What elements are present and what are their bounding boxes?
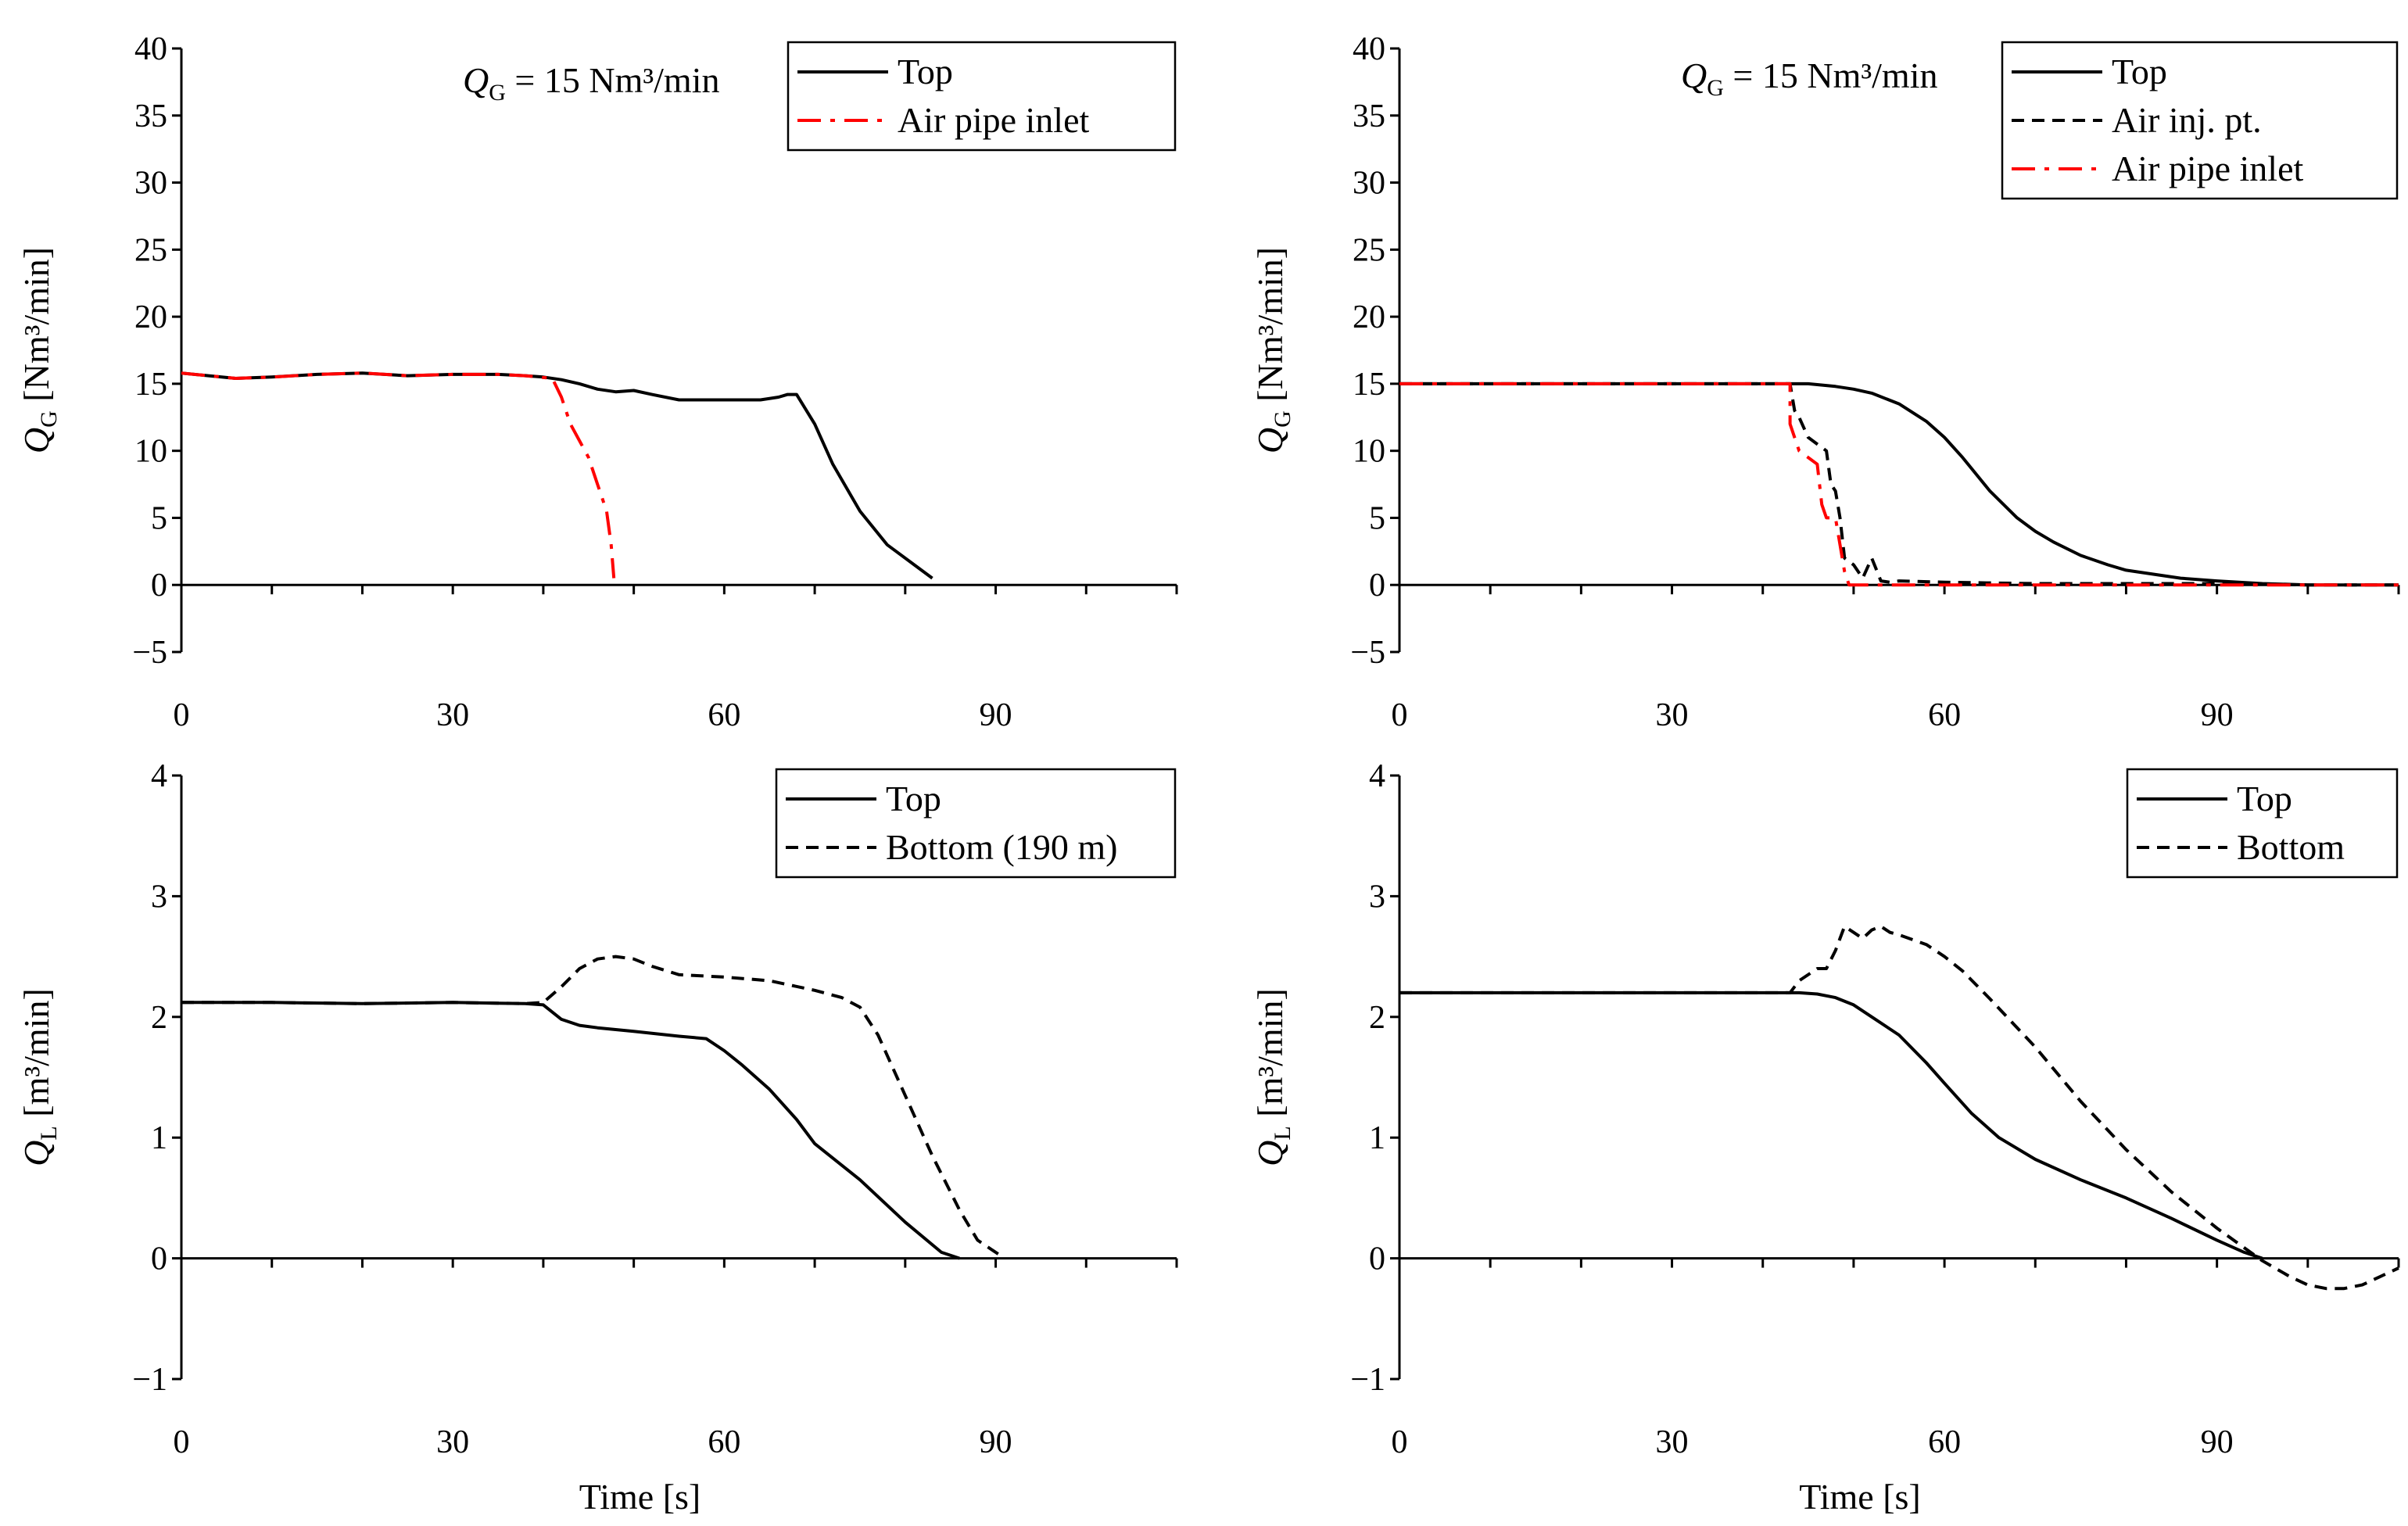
y-tick-label: 25 — [1353, 232, 1385, 268]
y-tick-label: 20 — [1353, 299, 1385, 335]
series-line-top — [1399, 990, 2263, 1260]
y-tick-label: 35 — [1353, 99, 1385, 134]
y-tick-label: 1 — [1369, 1120, 1385, 1156]
x-tick-label: 30 — [436, 697, 469, 733]
y-axis-title: QG [Nm³/min] — [1250, 247, 1295, 453]
y-tick-label: 40 — [1353, 31, 1385, 67]
series-line-bottom-190-m- — [181, 955, 1006, 1260]
y-tick-label: 1 — [151, 1120, 167, 1156]
y-tick-label: 5 — [151, 500, 167, 536]
x-tick-label: 30 — [1656, 1424, 1689, 1460]
x-axis-title: Time [s] — [1799, 1477, 1921, 1517]
series-line-top — [181, 1001, 960, 1260]
x-tick-label: 0 — [174, 1424, 190, 1460]
x-tick-label: 60 — [1928, 697, 1961, 733]
y-tick-label: 3 — [1369, 879, 1385, 915]
legend-box — [2001, 41, 2399, 200]
legend: Top Bottom (190 m) — [775, 768, 1177, 879]
legend: Top Air inj. pt. Air pipe inlet — [2001, 41, 2399, 200]
y-tick-label: 10 — [134, 434, 167, 470]
y-tick-label: 30 — [1353, 166, 1385, 202]
y-tick-label: 0 — [1369, 568, 1385, 604]
series-line-bottom — [1399, 925, 2399, 1291]
legend-box — [2126, 768, 2399, 879]
y-axis-title: QL [m³/min] — [16, 988, 62, 1166]
legend-label: Air pipe inlet — [898, 100, 1089, 140]
legend: Top Air pipe inlet — [787, 41, 1177, 152]
y-tick-label: 30 — [134, 166, 167, 202]
legend-box — [787, 41, 1177, 152]
y-tick-label: 10 — [1353, 434, 1385, 470]
x-tick-label: 90 — [980, 697, 1012, 733]
legend-label: Top — [898, 52, 953, 91]
x-tick-label: 90 — [2201, 697, 2234, 733]
y-tick-label: 3 — [151, 879, 167, 915]
series-line-air-pipe-inlet — [181, 371, 616, 579]
y-tick-label: 40 — [134, 31, 167, 67]
legend-label: Air pipe inlet — [2112, 149, 2303, 188]
legend-label: Top — [886, 779, 941, 819]
x-tick-label: 60 — [708, 697, 740, 733]
y-tick-label: −1 — [1350, 1362, 1385, 1398]
flow-rate-annotation: QG = 15 Nm³/min — [463, 60, 719, 106]
x-axis-title: Time [s] — [579, 1477, 701, 1517]
y-tick-label: 0 — [151, 568, 167, 604]
x-tick-label: 30 — [436, 1424, 469, 1460]
legend-label: Air inj. pt. — [2112, 100, 2262, 140]
series-line-air-inj-pt- — [1399, 382, 2399, 587]
x-tick-label: 60 — [708, 1424, 740, 1460]
y-tick-label: 15 — [134, 367, 167, 403]
series-line-top — [1399, 382, 2399, 587]
legend: Top Bottom — [2126, 768, 2399, 879]
y-tick-label: −5 — [132, 635, 167, 671]
x-tick-label: 90 — [980, 1424, 1012, 1460]
x-tick-label: 0 — [1392, 697, 1408, 733]
legend-box — [775, 768, 1177, 879]
y-tick-label: 2 — [1369, 1000, 1385, 1036]
x-tick-label: 60 — [1928, 1424, 1961, 1460]
x-tick-label: 0 — [174, 697, 190, 733]
y-tick-label: −5 — [1350, 635, 1385, 671]
series-line-air-pipe-inlet — [1399, 382, 2399, 587]
y-tick-label: 0 — [151, 1241, 167, 1277]
y-axis-title: QG [Nm³/min] — [16, 247, 62, 453]
y-tick-label: 35 — [134, 99, 167, 134]
y-tick-label: 5 — [1369, 500, 1385, 536]
flow-rate-annotation: QG = 15 Nm³/min — [1681, 56, 1937, 101]
y-tick-label: 0 — [1369, 1241, 1385, 1277]
y-tick-label: 2 — [151, 1000, 167, 1036]
y-tick-label: −1 — [132, 1362, 167, 1398]
y-tick-label: 15 — [1353, 367, 1385, 403]
y-axis-title: QL [m³/min] — [1250, 988, 1295, 1166]
series-line-top — [181, 371, 933, 580]
legend-label: Bottom (190 m) — [886, 827, 1117, 867]
x-tick-label: 30 — [1656, 697, 1689, 733]
x-tick-label: 0 — [1392, 1424, 1408, 1460]
x-tick-label: 90 — [2201, 1424, 2234, 1460]
legend-label: Bottom — [2237, 827, 2345, 867]
y-tick-label: 4 — [151, 758, 167, 794]
y-tick-label: 4 — [1369, 758, 1385, 794]
legend-label: Top — [2112, 52, 2167, 91]
y-tick-label: 20 — [134, 299, 167, 335]
legend-label: Top — [2237, 779, 2292, 819]
y-tick-label: 25 — [134, 232, 167, 268]
